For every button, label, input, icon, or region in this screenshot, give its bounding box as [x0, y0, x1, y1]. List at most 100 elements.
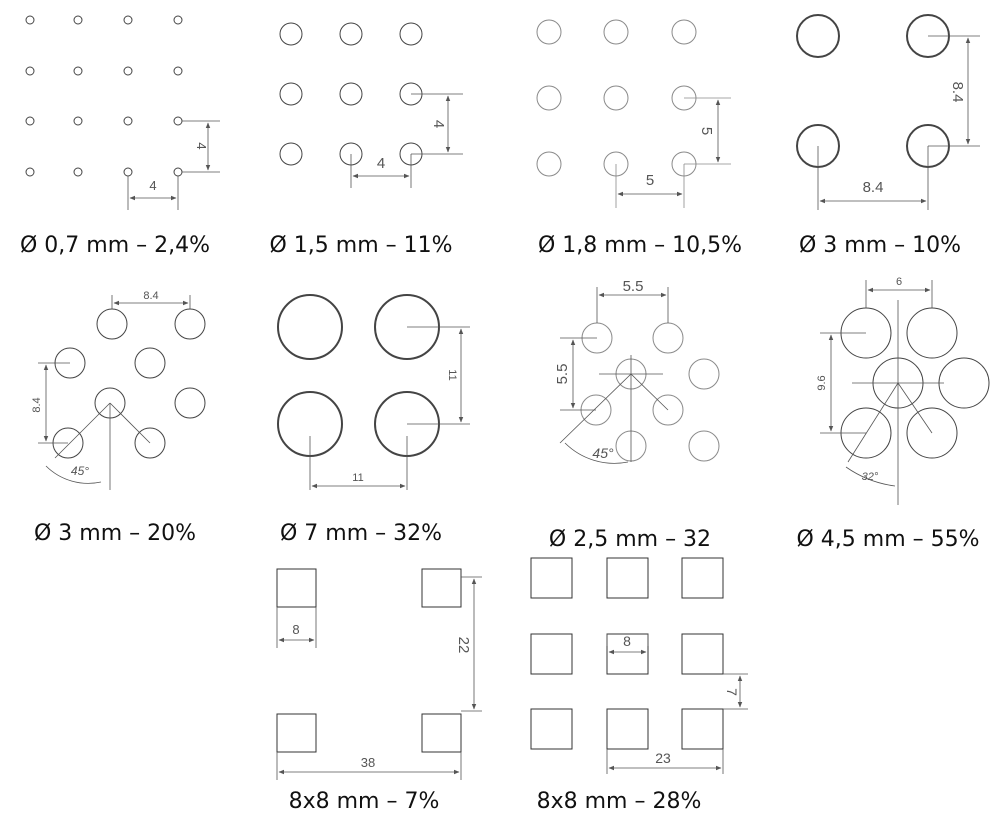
hole [603, 85, 629, 111]
hole [134, 347, 166, 379]
angle-arc [45, 465, 102, 484]
vertical-pitch-label: 4 [194, 142, 209, 149]
vertical-pitch-label: 11 [446, 369, 458, 380]
diagonal-line [54, 402, 111, 459]
hole-grid [25, 15, 183, 177]
hole [174, 387, 206, 419]
vertical-pitch-label: 8.4 [949, 82, 966, 103]
diagonal-line [897, 382, 933, 434]
hole [652, 322, 684, 354]
vertical-pitch-label: 8.4 [31, 397, 43, 412]
hole [73, 167, 83, 177]
hole [174, 308, 206, 340]
square-hole [530, 633, 573, 675]
pattern-5: 8.4 8.4 45° Ø 3 mm – 20% [31, 290, 206, 546]
diagonal-line [109, 402, 151, 444]
horizontal-pitch-label: 4 [149, 178, 156, 193]
pattern-caption: Ø 7 mm – 32% [280, 521, 442, 546]
angle-label: 45° [592, 445, 614, 461]
hole [96, 308, 128, 340]
hole-grid [52, 308, 206, 459]
hole [688, 358, 720, 390]
vertical-pitch-label: 5 [698, 127, 715, 135]
horizontal-pitch-label: 23 [655, 750, 671, 766]
pattern-caption: Ø 1,8 mm – 10,5% [538, 233, 742, 258]
hole-grid [796, 14, 950, 168]
pattern-caption: 8x8 mm – 7% [289, 789, 440, 814]
hole-grid [277, 294, 440, 457]
hole [173, 167, 183, 177]
hole [906, 407, 958, 459]
hole-grid [279, 22, 423, 166]
angle-label: 45° [71, 464, 89, 478]
hole [536, 19, 562, 45]
square-hole [681, 708, 724, 750]
pattern-1: 4 4 Ø 0,7 mm – 2,4% [20, 15, 220, 258]
square-hole [421, 568, 462, 608]
vertical-pitch-label: 5.5 [554, 364, 571, 385]
pattern-7: 5.5 5.5 45° Ø 2,5 mm – 32 [549, 278, 720, 552]
hole [279, 22, 303, 46]
hole [173, 66, 183, 76]
square-hole [606, 633, 649, 675]
diagonal-line [847, 382, 899, 463]
hole [796, 14, 840, 58]
horizontal-pitch-label: 5.5 [623, 278, 644, 295]
pattern-6: 11 11 Ø 7 mm – 32% [277, 294, 470, 546]
pattern-caption: Ø 4,5 mm – 55% [796, 527, 979, 552]
hole [173, 116, 183, 126]
horizontal-pitch-label: 8.4 [143, 290, 158, 302]
hole [279, 142, 303, 166]
hole [688, 430, 720, 462]
hole [73, 15, 83, 25]
hole [339, 82, 363, 106]
pattern-caption: Ø 3 mm – 20% [34, 521, 196, 546]
hole-grid [536, 19, 697, 177]
hole [652, 394, 684, 426]
hole [73, 116, 83, 126]
hole [279, 82, 303, 106]
square-hole [530, 708, 573, 750]
vertical-pitch-label: 9.6 [816, 375, 828, 390]
square-hole [606, 557, 649, 599]
pattern-caption: Ø 3 mm – 10% [799, 233, 961, 258]
hole [536, 85, 562, 111]
vertical-pitch-label: 4 [430, 120, 447, 128]
pattern-caption: Ø 0,7 mm – 2,4% [20, 233, 210, 258]
hole [603, 19, 629, 45]
angle-label: 32° [862, 471, 879, 483]
hole [938, 357, 990, 409]
diagonal-line [630, 373, 669, 411]
hole [25, 116, 35, 126]
square-hole [276, 568, 317, 608]
horizontal-pitch-label: 6 [896, 276, 902, 288]
horizontal-pitch-label: 8.4 [863, 179, 884, 196]
square-hole [606, 708, 649, 750]
square-size-label: 8 [623, 633, 631, 649]
hole [25, 66, 35, 76]
pattern-caption: 8x8 mm – 28% [537, 789, 702, 814]
hole [671, 19, 697, 45]
pattern-8: 6 9.6 32° Ø 4,5 mm – 55% [796, 276, 990, 552]
hole [536, 151, 562, 177]
square-hole [681, 633, 724, 675]
hole [399, 22, 423, 46]
diagonal-line [559, 373, 632, 444]
square-hole [530, 557, 573, 599]
pattern-4: 8.4 8.4 Ø 3 mm – 10% [796, 14, 980, 258]
hole [134, 427, 166, 459]
hole [123, 167, 133, 177]
horizontal-pitch-label: 4 [377, 155, 385, 172]
hole [73, 66, 83, 76]
vertical-pitch-label: 22 [455, 637, 472, 654]
hole [339, 22, 363, 46]
square-size-label: 8 [292, 622, 299, 637]
horizontal-pitch-label: 11 [352, 472, 363, 484]
pattern-3: 5 5 Ø 1,8 mm – 10,5% [536, 19, 742, 258]
hole [906, 307, 958, 359]
pattern-caption: Ø 1,5 mm – 11% [269, 233, 452, 258]
hole [25, 15, 35, 25]
vertical-gap-label: 7 [724, 688, 740, 696]
horizontal-pitch-label: 5 [646, 172, 654, 189]
